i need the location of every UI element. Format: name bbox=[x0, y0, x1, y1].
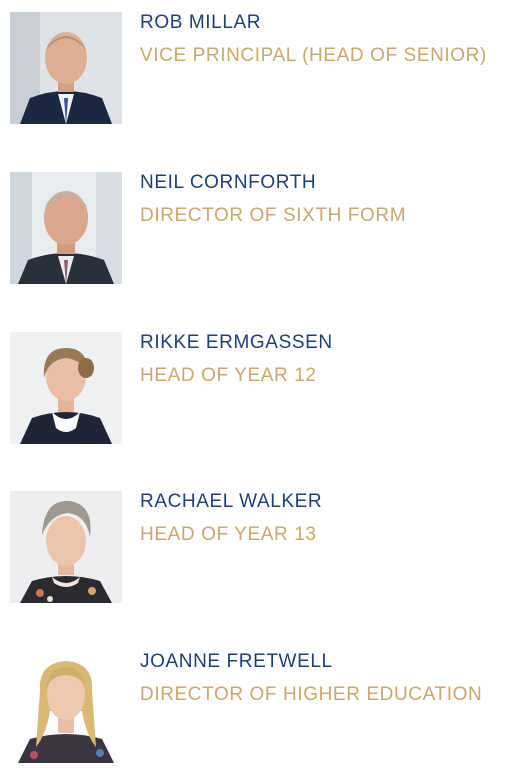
staff-role: HEAD OF YEAR 13 bbox=[140, 524, 317, 545]
staff-photo bbox=[10, 12, 122, 124]
staff-name: RIKKE ERMGASSEN bbox=[140, 332, 333, 353]
staff-photo bbox=[10, 332, 122, 444]
staff-name: JOANNE FRETWELL bbox=[140, 651, 333, 672]
staff-role: HEAD OF YEAR 12 bbox=[140, 365, 317, 386]
staff-card: RACHAEL WALKER HEAD OF YEAR 13 bbox=[10, 491, 510, 603]
staff-name: ROB MILLAR bbox=[140, 12, 262, 33]
portrait-photo-icon bbox=[10, 651, 122, 763]
portrait-photo-icon bbox=[10, 332, 122, 444]
staff-name: NEIL CORNFORTH bbox=[140, 172, 317, 193]
staff-photo bbox=[10, 172, 122, 284]
staff-card: RIKKE ERMGASSEN HEAD OF YEAR 12 bbox=[10, 332, 510, 444]
staff-photo bbox=[10, 491, 122, 603]
staff-role: VICE PRINCIPAL (HEAD OF SENIOR) bbox=[140, 45, 487, 66]
portrait-photo-icon bbox=[10, 12, 122, 124]
staff-role: DIRECTOR OF HIGHER EDUCATION bbox=[140, 684, 483, 705]
staff-photo bbox=[10, 651, 122, 763]
staff-role: DIRECTOR OF SIXTH FORM bbox=[140, 205, 407, 226]
staff-card: NEIL CORNFORTH DIRECTOR OF SIXTH FORM bbox=[10, 172, 510, 284]
portrait-photo-icon bbox=[10, 172, 122, 284]
portrait-photo-icon bbox=[10, 491, 122, 603]
staff-name: RACHAEL WALKER bbox=[140, 491, 323, 512]
staff-card: ROB MILLAR VICE PRINCIPAL (HEAD OF SENIO… bbox=[10, 12, 510, 124]
staff-card: JOANNE FRETWELL DIRECTOR OF HIGHER EDUCA… bbox=[10, 651, 510, 763]
